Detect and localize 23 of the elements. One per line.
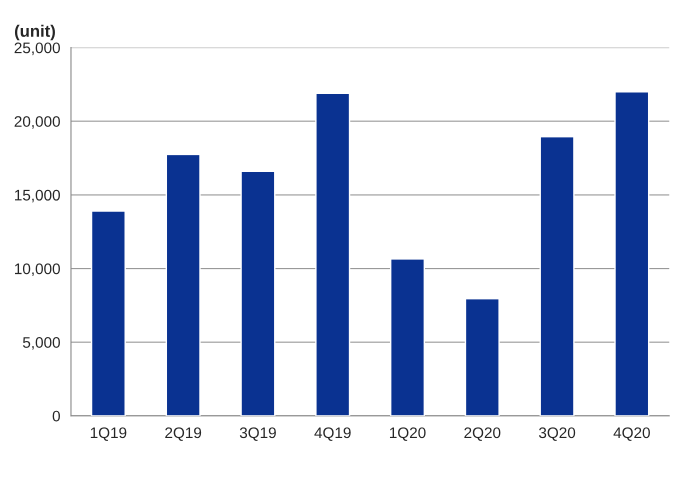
y-tick-label: 5,000	[22, 337, 60, 350]
x-tick-label: 1Q19	[90, 427, 126, 441]
y-tick-label: 15,000	[15, 190, 60, 202]
bar	[540, 136, 575, 416]
bar	[464, 298, 500, 416]
bar	[315, 92, 350, 416]
bar	[390, 258, 426, 416]
bar	[240, 170, 276, 416]
y-axis-title: (unit)	[14, 24, 55, 40]
x-tick-label: 2Q19	[165, 427, 202, 441]
y-tick-label: 25,000	[14, 42, 60, 56]
y-tick-label: 20,000	[14, 116, 60, 129]
x-tick-label: 3Q19	[240, 427, 276, 441]
bar	[166, 154, 201, 416]
x-tick-label: 1Q20	[390, 427, 426, 441]
y-tick-label: 10,000	[15, 263, 60, 276]
x-tick-label: 4Q19	[314, 427, 351, 441]
bar	[90, 210, 126, 416]
x-tick-label: 3Q20	[538, 427, 576, 441]
bar	[614, 91, 650, 416]
x-tick-label: 2Q20	[464, 427, 500, 441]
y-tick-label: 0	[52, 410, 60, 422]
x-tick-label: 4Q20	[614, 427, 650, 441]
